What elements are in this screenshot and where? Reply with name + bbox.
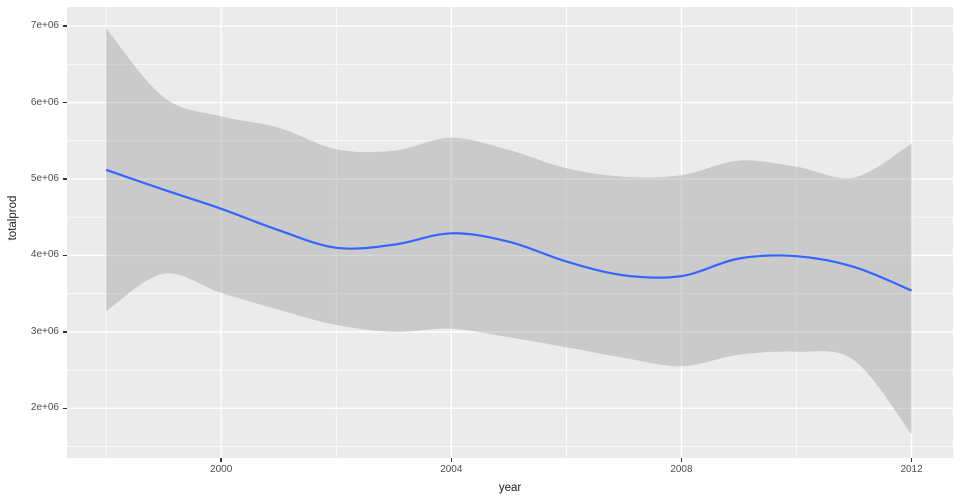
y-tick-label: 3e+06: [30, 325, 59, 337]
y-tick-mark: [63, 254, 67, 257]
x-tick-mark: [910, 458, 913, 462]
chart-canvas: [67, 7, 953, 458]
y-tick-label: 6e+06: [30, 96, 59, 108]
y-axis-title: totalprod: [7, 195, 19, 241]
x-tick-label: 2004: [440, 464, 463, 475]
y-tick-label: 4e+06: [30, 249, 59, 261]
y-tick-mark: [63, 178, 67, 180]
x-tick-mark: [680, 458, 683, 462]
y-tick-mark: [63, 407, 67, 409]
y-tick-mark: [63, 25, 67, 27]
plot-panel: [67, 7, 953, 458]
x-axis-title: year: [498, 482, 522, 494]
x-tick-mark: [220, 458, 222, 462]
y-tick-mark: [63, 101, 67, 104]
confidence-ribbon: [106, 28, 912, 435]
y-tick-label: 5e+06: [30, 172, 59, 184]
x-tick-label: 2012: [900, 464, 923, 475]
x-tick-label: 2000: [210, 464, 233, 475]
y-tick-label: 7e+06: [30, 20, 59, 32]
smooth-line: [105, 168, 913, 292]
x-tick-label: 2008: [670, 464, 693, 475]
y-tick-label: 2e+06: [30, 402, 59, 414]
x-tick-mark: [450, 458, 452, 462]
y-tick-mark: [63, 331, 67, 333]
